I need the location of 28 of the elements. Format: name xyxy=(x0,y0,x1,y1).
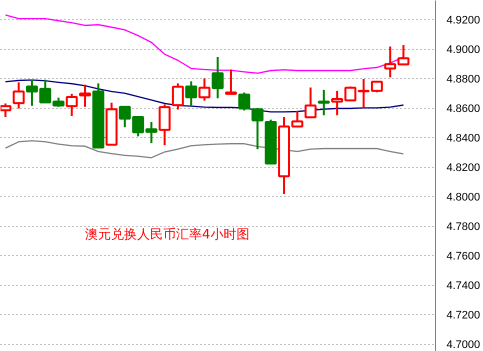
y-tick-label: 4.8200 xyxy=(446,162,480,174)
y-tick-label: 4.7200 xyxy=(446,310,480,322)
y-tick-label: 4.7800 xyxy=(446,221,480,234)
text: 澳元兑换人民币汇率4小时图 xyxy=(85,226,250,243)
candlestick xyxy=(224,68,237,95)
candlestick xyxy=(172,82,184,110)
candlestick xyxy=(12,81,25,110)
y-tick-label: 4.9000 xyxy=(446,44,480,56)
candlestick xyxy=(66,92,78,117)
candlestick xyxy=(318,88,330,116)
y-tick-label: 4.8600 xyxy=(446,103,480,116)
candlestick xyxy=(238,92,250,112)
line-series xyxy=(4,140,404,158)
y-tick-label: 4.8000 xyxy=(446,192,480,204)
y-tick-label: 4.9200 xyxy=(446,14,480,27)
y-tick-label: 4.7600 xyxy=(446,250,480,263)
candlestick xyxy=(0,102,12,118)
candlestick xyxy=(304,86,317,118)
candlestick xyxy=(252,106,264,150)
y-tick-label: 4.8400 xyxy=(446,132,480,145)
y-tick-label: 4.7000 xyxy=(446,339,480,351)
candlestick xyxy=(185,80,198,108)
y-tick-label: 4.7400 xyxy=(446,280,480,292)
candlestick xyxy=(212,56,224,100)
candlestick xyxy=(198,77,210,102)
y-tick-label: 4.8800 xyxy=(446,74,480,86)
candlestick xyxy=(158,103,171,146)
candlestick xyxy=(79,84,92,108)
